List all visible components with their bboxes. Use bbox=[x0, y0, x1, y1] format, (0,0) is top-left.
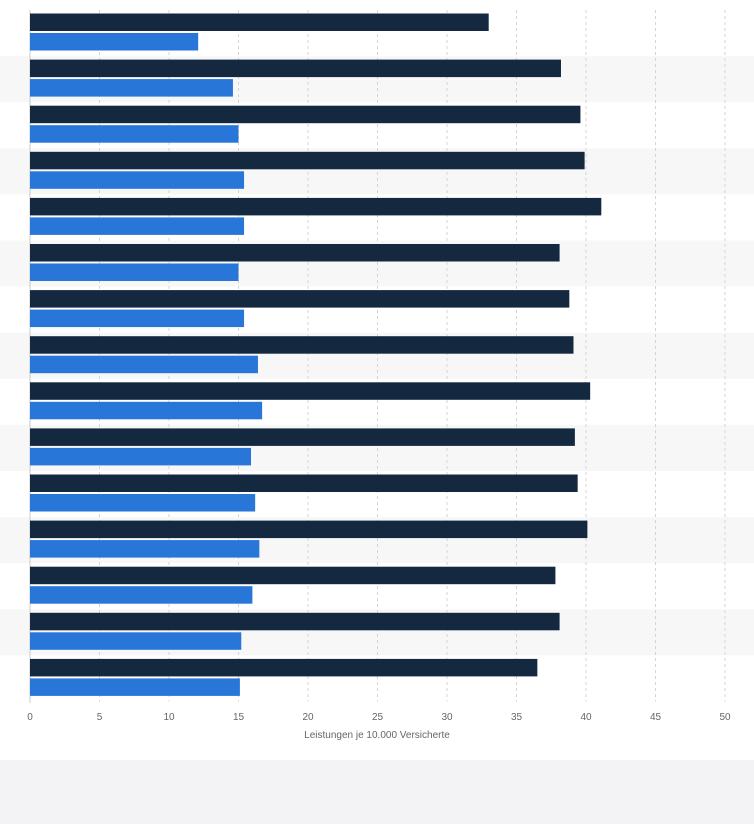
bar-series-2[interactable] bbox=[30, 309, 245, 328]
bar-series-1[interactable] bbox=[30, 105, 581, 124]
bar-series-1[interactable] bbox=[30, 566, 556, 585]
bar-series-1[interactable] bbox=[30, 474, 578, 493]
bar-series-2[interactable] bbox=[30, 33, 199, 51]
bars bbox=[30, 13, 602, 696]
bar-series-1[interactable] bbox=[30, 382, 591, 400]
bar-series-2[interactable] bbox=[30, 401, 263, 420]
x-tick-label: 15 bbox=[233, 712, 245, 723]
bar-series-1[interactable] bbox=[30, 612, 560, 631]
bar-series-2[interactable] bbox=[30, 79, 233, 97]
bar-series-1[interactable] bbox=[30, 290, 570, 308]
bar-series-2[interactable] bbox=[30, 263, 239, 282]
bar-series-2[interactable] bbox=[30, 494, 256, 512]
bar-series-2[interactable] bbox=[30, 217, 245, 235]
bar-series-2[interactable] bbox=[30, 125, 239, 143]
x-tick-label: 40 bbox=[580, 712, 592, 723]
bar-series-2[interactable] bbox=[30, 540, 260, 558]
x-tick-label: 25 bbox=[372, 712, 384, 723]
x-tick-label: 10 bbox=[163, 712, 175, 723]
bar-series-1[interactable] bbox=[30, 197, 602, 216]
x-tick-label: 30 bbox=[441, 712, 453, 723]
x-axis-label: Leistungen je 10.000 Versicherte bbox=[304, 730, 450, 741]
bar-series-1[interactable] bbox=[30, 13, 489, 32]
bar-series-2[interactable] bbox=[30, 171, 245, 189]
x-tick-label: 50 bbox=[719, 712, 731, 723]
bar-series-2[interactable] bbox=[30, 355, 258, 374]
bar-series-2[interactable] bbox=[30, 447, 252, 466]
bar-series-1[interactable] bbox=[30, 151, 585, 170]
bar-series-2[interactable] bbox=[30, 632, 242, 650]
bar-series-2[interactable] bbox=[30, 678, 240, 696]
x-tick-labels: 0 5 10 15 20 25 30 35 40 45 50 bbox=[27, 712, 731, 723]
bar-series-1[interactable] bbox=[30, 244, 560, 262]
x-tick-label: 45 bbox=[650, 712, 662, 723]
x-tick-label: 20 bbox=[302, 712, 314, 723]
bar-series-2[interactable] bbox=[30, 586, 253, 604]
bar-series-1[interactable] bbox=[30, 59, 561, 78]
bar-series-1[interactable] bbox=[30, 336, 574, 354]
x-tick-label: 0 bbox=[27, 712, 33, 723]
bar-series-1[interactable] bbox=[30, 520, 588, 539]
bar-series-1[interactable] bbox=[30, 658, 538, 677]
bar-series-1[interactable] bbox=[30, 428, 575, 446]
x-tick-label: 5 bbox=[97, 712, 103, 723]
x-tick-label: 35 bbox=[511, 712, 523, 723]
